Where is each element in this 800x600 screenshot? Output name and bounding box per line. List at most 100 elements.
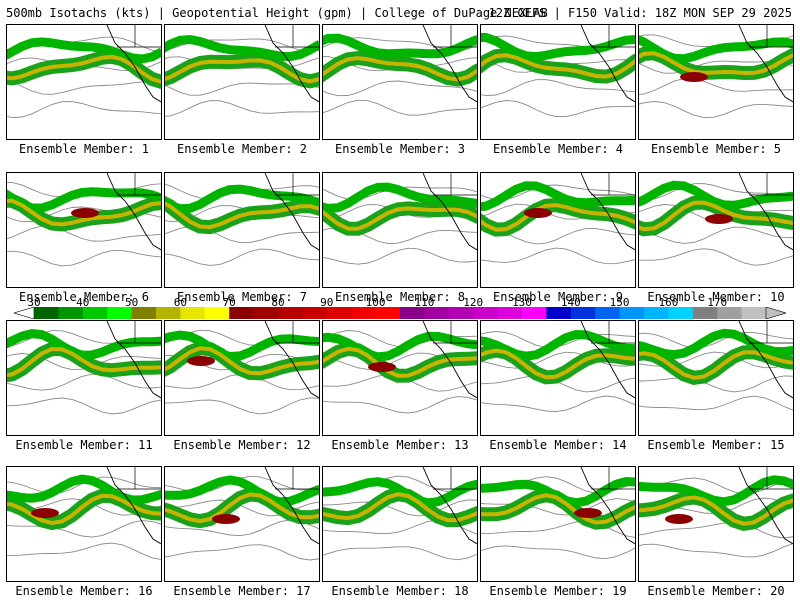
colorbar-swatch — [570, 307, 596, 319]
jet-max-80kt — [665, 514, 693, 524]
height-contour — [323, 99, 477, 116]
political-border — [749, 321, 793, 344]
height-contour — [323, 546, 477, 561]
member-label: Ensemble Member: 13 — [331, 438, 469, 452]
coastline — [264, 25, 319, 103]
ensemble-panel — [638, 172, 794, 288]
colorbar-swatch — [546, 307, 572, 319]
isotach-map — [7, 173, 161, 267]
jet-core-60kt — [481, 493, 635, 525]
coastline — [264, 467, 319, 545]
jet-core-60kt — [323, 346, 477, 378]
ensemble-panel — [322, 320, 478, 436]
colorbar-swatch — [619, 307, 645, 319]
member-label: Ensemble Member: 1 — [18, 142, 150, 156]
colorbar-swatch — [375, 307, 401, 319]
height-contour — [639, 78, 793, 95]
jet-core-60kt — [639, 51, 793, 76]
political-border — [275, 321, 319, 344]
political-border — [749, 173, 793, 196]
isotach-map — [481, 173, 635, 265]
member-label: Ensemble Member: 18 — [331, 584, 469, 598]
political-border — [117, 173, 161, 196]
member-label: Ensemble Member: 20 — [647, 584, 785, 598]
colorbar-tick-label: 160 — [658, 296, 679, 309]
coastline — [580, 173, 635, 251]
isotach-map — [323, 25, 477, 116]
colorbar-tick-label: 140 — [560, 296, 581, 309]
colorbar-tick-label: 120 — [463, 296, 484, 309]
jet-max-80kt — [368, 362, 396, 372]
jet-core-60kt — [323, 206, 477, 231]
member-label: Ensemble Member: 12 — [173, 438, 311, 452]
jet-core-60kt — [323, 492, 477, 523]
height-contour — [7, 542, 161, 560]
jet-band-upper — [323, 33, 477, 59]
ensemble-panel — [164, 24, 320, 140]
height-contour — [165, 544, 319, 561]
political-border — [275, 25, 319, 48]
jet-core-60kt — [639, 350, 793, 380]
member-label: Ensemble Member: 16 — [15, 584, 153, 598]
jet-max-80kt — [187, 356, 215, 366]
colorbar-swatch — [180, 307, 206, 319]
member-label: Ensemble Member: 8 — [334, 290, 466, 304]
ensemble-panel — [6, 466, 162, 582]
isotach-map — [7, 321, 161, 415]
isotach-map — [7, 25, 161, 119]
colorbar-tick-label: 170 — [707, 296, 728, 309]
member-label: Ensemble Member: 11 — [15, 438, 153, 452]
member-label: Ensemble Member: 19 — [489, 584, 627, 598]
coastline — [738, 321, 793, 399]
political-border — [591, 321, 635, 344]
height-contour — [481, 545, 635, 560]
coastline — [738, 173, 793, 251]
height-contour — [639, 522, 793, 539]
isotach-map — [323, 173, 477, 265]
isotach-map — [165, 467, 319, 561]
colorbar-tick-label: 70 — [222, 296, 236, 309]
ensemble-panel — [164, 172, 320, 288]
colorbar-tick-label: 110 — [414, 296, 435, 309]
height-contour — [639, 248, 793, 266]
ensemble-panel — [638, 24, 794, 140]
jet-core-60kt — [7, 198, 161, 227]
height-contour — [7, 520, 161, 538]
coastline — [422, 321, 477, 399]
coastline — [106, 25, 161, 103]
isotach-map — [639, 321, 793, 411]
jet-band-upper — [323, 477, 477, 508]
jet-max-80kt — [705, 214, 733, 224]
run-valid-time: 12Z GEFS | F150 Valid: 18Z MON SEP 29 20… — [488, 6, 792, 20]
isotach-map — [481, 25, 635, 118]
isotach-map — [7, 467, 161, 560]
coastline — [106, 173, 161, 251]
colorbar-swatch — [278, 307, 303, 319]
jet-max-80kt — [524, 208, 552, 218]
isotach-map — [481, 321, 635, 413]
colorbar-swatch — [253, 307, 279, 319]
ensemble-panel — [322, 466, 478, 582]
height-contour — [639, 375, 793, 393]
ensemble-panel — [164, 320, 320, 436]
coastline — [106, 321, 161, 399]
jet-core-60kt — [323, 56, 477, 82]
coastline — [106, 467, 161, 545]
political-border — [591, 25, 635, 48]
political-border — [433, 467, 477, 490]
member-label: Ensemble Member: 6 — [18, 290, 150, 304]
ensemble-panel — [638, 320, 794, 436]
member-label: Ensemble Member: 10 — [647, 290, 785, 304]
jet-core-60kt — [165, 346, 319, 376]
coastline — [264, 173, 319, 251]
jet-core-60kt — [481, 203, 635, 232]
jet-band-upper — [165, 34, 319, 62]
height-contour — [639, 226, 793, 244]
ensemble-panel — [6, 172, 162, 288]
colorbar-tick-label: 80 — [271, 296, 285, 309]
colorbar-tick-label: 100 — [365, 296, 386, 309]
ensemble-panel — [322, 172, 478, 288]
colorbar-swatch — [351, 307, 376, 319]
ensemble-panel — [322, 24, 478, 140]
height-contour — [165, 248, 319, 266]
